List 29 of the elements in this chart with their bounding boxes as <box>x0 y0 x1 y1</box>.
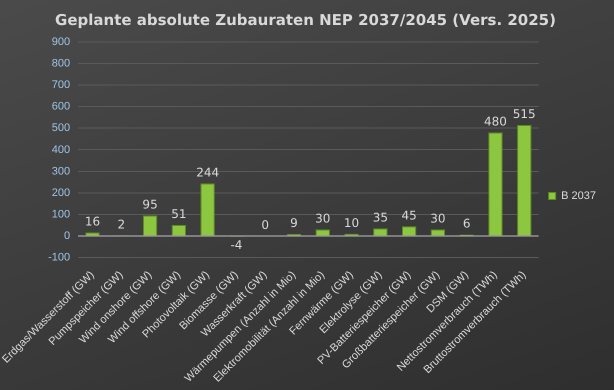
data-label: 35 <box>372 210 388 224</box>
chart-title: Geplante absolute Zubauraten NEP 2037/2045 (Vers. 2025) <box>55 10 556 29</box>
data-label: 95 <box>142 198 158 212</box>
data-label: 51 <box>171 207 186 222</box>
data-label: 45 <box>401 208 417 222</box>
data-label: 6 <box>462 216 470 231</box>
y-tick-label: 0 <box>64 230 70 242</box>
data-label: 9 <box>290 216 298 230</box>
data-label: 16 <box>84 214 100 229</box>
data-label: 30 <box>315 212 330 226</box>
y-tick-label: 900 <box>52 36 70 48</box>
legend-label: B 2037 <box>561 190 596 202</box>
data-label: 0 <box>261 218 270 232</box>
data-label: 515 <box>512 107 536 122</box>
data-label: 2 <box>117 218 126 232</box>
data-label: 244 <box>196 165 220 180</box>
y-tick-label: 100 <box>52 208 70 220</box>
y-tick-label: 700 <box>52 79 70 92</box>
data-label: 480 <box>484 114 507 129</box>
data-label: -4 <box>230 238 242 252</box>
y-tick-label: 800 <box>52 58 70 70</box>
y-tick-label: -100 <box>48 251 70 264</box>
y-tick-label: 400 <box>52 144 70 156</box>
data-label: 30 <box>430 212 446 226</box>
data-label: 10 <box>344 216 360 230</box>
y-tick-label: 200 <box>52 186 70 199</box>
y-tick-label: 500 <box>52 122 70 134</box>
y-tick-label: 600 <box>52 100 70 113</box>
y-tick-label: 300 <box>52 165 70 178</box>
